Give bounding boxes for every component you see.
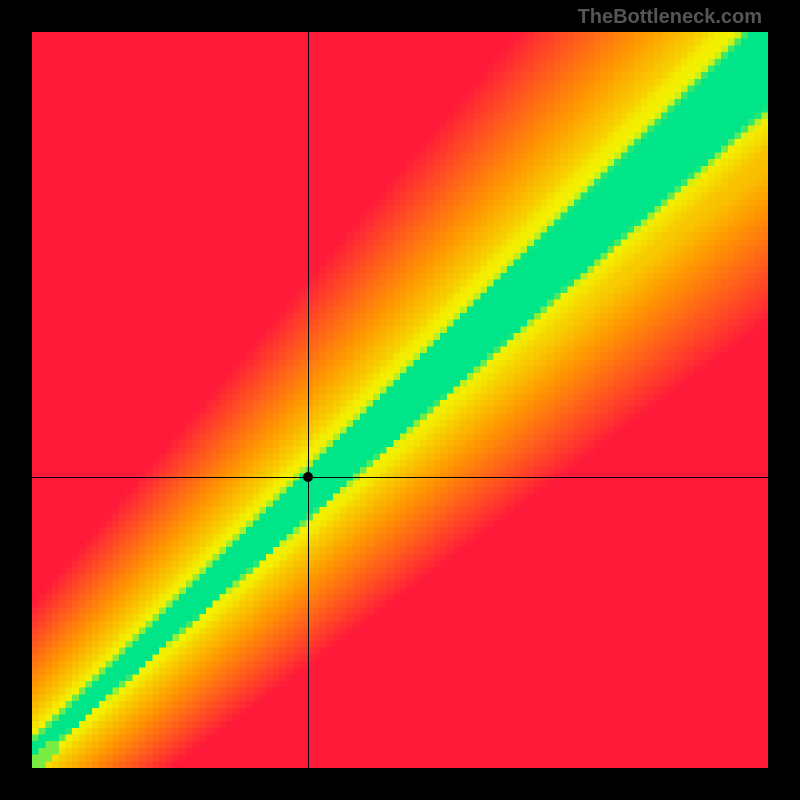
watermark-text: TheBottleneck.com (578, 6, 762, 29)
heatmap-canvas (32, 32, 768, 768)
crosshair-horizontal (32, 477, 768, 478)
crosshair-marker (303, 472, 313, 482)
crosshair-vertical (308, 32, 309, 768)
plot-area (32, 32, 768, 768)
